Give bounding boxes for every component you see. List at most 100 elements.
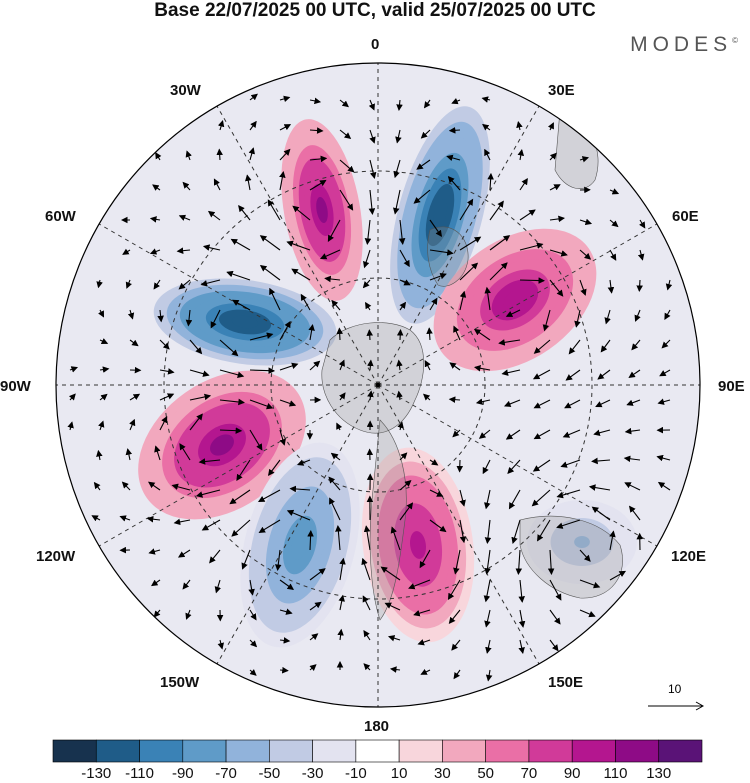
wind-arrow xyxy=(249,120,257,131)
wind-arrow xyxy=(626,399,641,406)
wind-arrow xyxy=(367,390,374,401)
colorbar-tick-label: -110 xyxy=(125,765,154,782)
colorbar-tick-label: 130 xyxy=(646,765,672,782)
wind-arrow xyxy=(362,595,371,611)
wind-arrow xyxy=(593,429,611,436)
wind-arrow xyxy=(291,268,311,281)
wind-arrow xyxy=(459,236,482,251)
wind-arrow xyxy=(519,277,546,284)
wind-arrow xyxy=(489,200,504,221)
wind-arrow xyxy=(447,176,461,191)
wind-arrow xyxy=(289,485,311,493)
positive-anomaly-165e-contour xyxy=(409,531,427,559)
positive-anomaly-100w-contour xyxy=(210,434,234,456)
wind-arrow xyxy=(279,148,291,161)
wind-arrow xyxy=(448,609,461,624)
wind-arrow xyxy=(329,497,341,521)
wind-arrow xyxy=(451,98,461,105)
colorbar-swatch xyxy=(658,739,703,763)
wind-arrow xyxy=(413,609,431,617)
wind-arrow xyxy=(665,279,673,291)
wind-arrow xyxy=(591,506,611,521)
wind-arrow xyxy=(396,99,403,112)
wind-arrow xyxy=(484,148,491,161)
wind-arrow xyxy=(363,525,371,551)
wind-arrow xyxy=(604,309,611,325)
wind-arrow xyxy=(634,309,641,322)
colorbar-tick-label: -30 xyxy=(301,765,324,782)
wind-arrow xyxy=(664,309,671,320)
wind-arrow xyxy=(556,519,581,529)
wind-arrow xyxy=(286,240,311,251)
wind-arrow xyxy=(609,570,627,581)
lon-label-90w: 90W xyxy=(0,378,31,395)
wind-arrow xyxy=(99,366,110,373)
wind-arrow xyxy=(416,159,431,170)
wind-arrow xyxy=(91,515,101,522)
wind-arrow xyxy=(173,518,191,526)
wind-arrow xyxy=(556,489,581,499)
wind-arrow xyxy=(300,293,311,311)
wind-arrow xyxy=(279,666,289,674)
wind-arrow xyxy=(259,235,281,251)
colorbar-swatch xyxy=(355,739,400,763)
wind-arrow xyxy=(258,519,281,534)
wind-arrow xyxy=(459,489,466,507)
colorbar-swatch xyxy=(571,739,616,763)
wind-arrow xyxy=(560,459,581,468)
wind-arrow xyxy=(547,122,554,131)
wind-arrow xyxy=(216,148,223,161)
colorbar-tick-label: 10 xyxy=(390,765,408,782)
wind-arrow xyxy=(562,429,581,438)
wind-arrow xyxy=(176,247,191,254)
wind-arrow xyxy=(339,189,354,211)
wind-arrow xyxy=(483,579,491,603)
wind-arrow xyxy=(125,279,132,289)
wind-arrow xyxy=(579,249,592,260)
wind-arrow xyxy=(505,309,521,317)
wind-arrow xyxy=(639,219,646,229)
wind-arrow xyxy=(489,262,508,281)
wind-arrow xyxy=(98,420,105,431)
wind-arrow xyxy=(429,459,439,466)
colorbar-swatch xyxy=(312,739,357,763)
colorbar-tick-label: -90 xyxy=(171,765,194,782)
wind-arrow xyxy=(549,609,561,625)
wind-arrow xyxy=(484,286,491,311)
wind-arrow xyxy=(267,199,281,221)
wind-arrow xyxy=(579,218,593,226)
wind-arrow xyxy=(328,476,341,491)
wind-vectors xyxy=(67,93,673,682)
positive-anomaly-55e-contour xyxy=(503,289,527,311)
wind-arrow xyxy=(579,279,587,296)
wind-arrow xyxy=(119,515,131,522)
wind-arrow xyxy=(447,579,461,601)
wind-arrow xyxy=(269,287,281,311)
wind-arrow xyxy=(219,427,243,434)
wind-arrow xyxy=(380,566,401,581)
positive-anomaly-near-0-lon xyxy=(281,119,363,301)
wind-arrow xyxy=(533,339,551,354)
wind-arrow xyxy=(327,219,341,242)
wind-arrow xyxy=(259,264,281,281)
wind-arrow xyxy=(248,579,255,596)
wind-arrow xyxy=(129,393,141,401)
wind-arrow xyxy=(579,156,590,163)
wind-arrow xyxy=(245,174,252,191)
wind-arrow xyxy=(505,429,521,440)
wind-arrow xyxy=(579,579,601,589)
meridian-line xyxy=(377,223,658,386)
wind-arrow xyxy=(419,549,431,569)
negative-anomaly-140w xyxy=(240,442,360,648)
wind-arrow xyxy=(449,362,461,371)
wind-arrow xyxy=(390,526,401,551)
lon-label-180: 180 xyxy=(364,718,390,735)
wind-arrow xyxy=(339,99,349,108)
wind-arrow xyxy=(336,422,343,431)
wind-arrow xyxy=(279,579,295,591)
wind-arrow xyxy=(459,519,467,544)
vector-reference: 10 xyxy=(646,682,706,712)
wind-arrow xyxy=(399,480,412,491)
wind-arrow xyxy=(368,189,376,215)
